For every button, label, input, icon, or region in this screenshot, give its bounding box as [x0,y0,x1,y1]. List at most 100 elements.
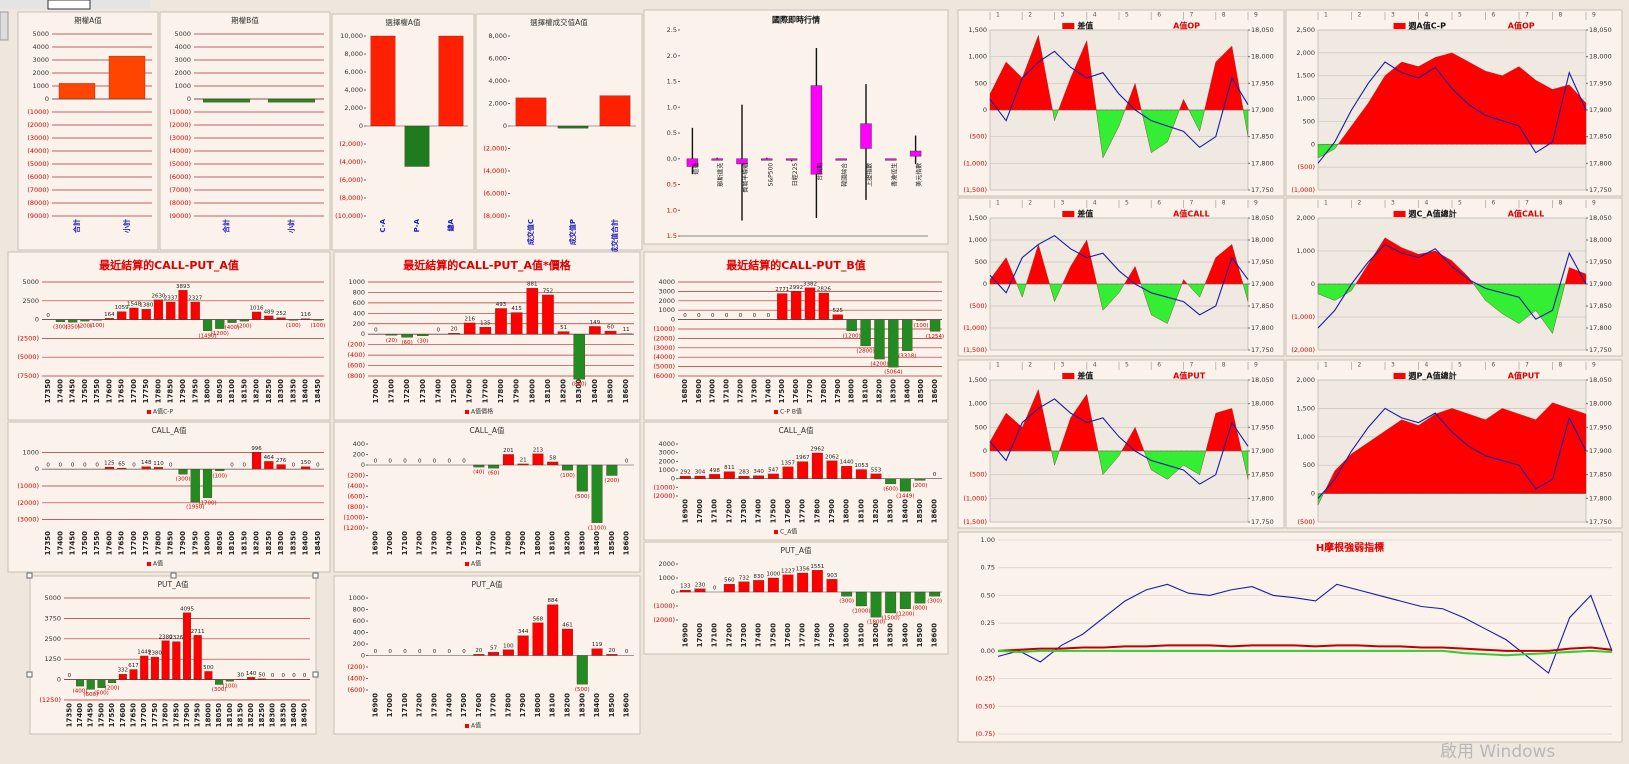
y-tick-label: (6,000) [483,190,507,198]
x-tick-label: 17800 [820,379,828,403]
bar [118,674,127,680]
x-tick-label: 18500 [916,623,924,647]
x-tick-label: 18600 [931,379,939,403]
y-tick-label: 6,000 [488,55,507,63]
line [997,583,1613,674]
value-label: 0 [697,313,701,319]
y-tick-label: 0 [361,330,365,338]
value-label: 0 [46,313,50,319]
y2-tick-label: 18,000 [1251,236,1274,244]
handle[interactable] [312,572,319,579]
x-tick-label: 18000 [204,703,212,727]
x-tick-label: 17800 [154,379,162,403]
bar [709,474,721,479]
y-tick-label: (1000) [653,325,675,333]
y-tick-label: 1.5 [667,78,677,86]
x-tick-label: 18200 [872,499,880,523]
x-tick-label: 2 [1358,200,1362,207]
value-label: (1200) [211,331,229,337]
y-tick-label: (500) [1298,518,1315,526]
y-tick-label: (6000) [27,173,49,181]
value-label: 493 [496,302,507,308]
x-tick-label: 17600 [475,531,483,555]
x-tick-label: 7 [1525,200,1529,207]
y-tick-label: 0 [671,588,675,596]
value-label: (300) [927,599,942,605]
bar [129,669,138,680]
x-tick-label: 7 [1190,12,1194,19]
x-tick-label: 18300 [269,703,277,727]
value-label: 568 [533,616,544,622]
y-tick-label: 2.0 [667,52,677,60]
y-tick-label: 0 [983,447,987,455]
value-label: 3382 [803,281,817,287]
x-tick-label: 8 [1222,362,1226,369]
x-tick-label: 17300 [419,379,427,403]
handle[interactable] [170,572,177,579]
bar [247,677,256,680]
x-tick-label: 18000 [848,379,856,403]
x-tick-label: 17350 [44,531,52,555]
legend-label: A值 [471,560,481,568]
bar [738,581,750,593]
x-tick-label: P-A [413,218,421,232]
handle[interactable] [26,671,33,678]
x-tick-label: 17550 [93,379,101,403]
value-label: (400) [73,689,88,695]
bar [190,301,200,320]
value-label: (3318) [898,353,916,359]
y2-tick-label: 18,000 [1251,400,1274,408]
value-label: 133 [680,584,691,590]
value-label: (100) [286,323,301,329]
value-label: 0 [374,459,378,465]
x-tick-label: 17600 [475,693,483,717]
x-tick-label: 17100 [387,379,395,403]
handle[interactable] [26,572,33,579]
x-tick-label: 17000 [696,623,704,647]
value-label: 0 [462,649,466,655]
bar [846,319,857,332]
side-button[interactable] [0,11,9,41]
y-tick-label: (500) [1298,163,1315,171]
value-label: 135 [480,321,491,327]
chart-panel [7,251,331,421]
x-tick-label: 18200 [253,531,261,555]
x-tick-label: 17000 [386,531,394,555]
x-tick-label: 3 [1391,200,1395,207]
value-label: (200) [105,685,120,691]
y2-tick-label: 17,800 [1589,494,1612,502]
y-tick-label: (1,500) [963,186,987,194]
legend-label: 週C_A值總計 [1408,209,1457,219]
x-tick-label: 18100 [549,693,557,717]
bar [811,452,823,479]
value-label: (60) [401,340,412,346]
y-tick-label: (7000) [169,186,191,194]
x-tick-label: 小計 [122,219,131,234]
value-label: (500) [575,687,590,693]
bar [502,649,514,656]
y-tick-label: (1000) [27,108,49,116]
y2-tick-label: 17,800 [1251,324,1274,332]
x-tick-label: 18250 [265,531,273,555]
y-tick-label: 1,000 [1296,95,1315,103]
y-tick-label: 1,000 [968,53,987,61]
y-tick-label: (500) [970,133,987,141]
y-tick-label: 0 [671,475,675,483]
bar [811,570,823,593]
y-tick-label: 2,000 [1296,214,1315,222]
y-tick-label: 0.00 [981,647,995,655]
x-tick-label: 2 [1028,200,1032,207]
y-tick-label: (600) [348,362,365,370]
y-tick-label: 0 [671,316,675,324]
y-tick-label: 10,000 [340,32,363,40]
bar [202,98,251,103]
y2-tick-label: 17,900 [1589,280,1612,288]
value-label: 20 [608,648,615,654]
value-label: 0 [767,313,771,319]
value-label: 164 [104,312,115,318]
bar [782,466,794,479]
handle[interactable] [312,671,319,678]
chart-title: 最近結算的CALL-PUT_A值 [99,258,239,272]
value-label: 201 [503,448,514,454]
y-tick-label: (6000) [169,173,191,181]
